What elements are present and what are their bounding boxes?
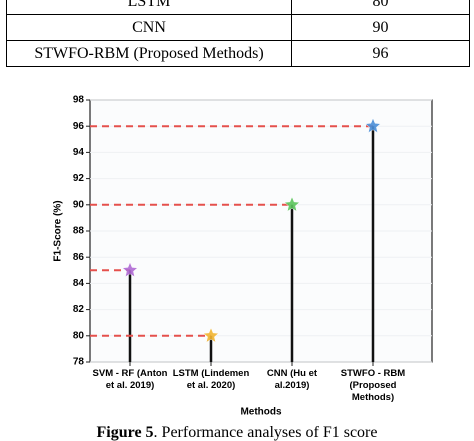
x-tick-label: LSTM (Lindemen et al. 2020) — [172, 368, 250, 391]
x-tick-label: SVM - RF (Anton et al. 2019) — [92, 368, 168, 391]
caption-text: . Performance analyses of F1 score — [153, 424, 378, 441]
y-tick-label: 96 — [73, 121, 85, 132]
x-tick-label: STWFO - RBM (Proposed Methods) — [340, 368, 406, 403]
y-tick-label: 98 — [73, 95, 85, 106]
y-tick-label: 80 — [73, 330, 85, 341]
cell: STWFO-RBM (Proposed Methods) — [6, 40, 292, 67]
star-marker — [121, 261, 139, 278]
star-marker — [283, 196, 301, 212]
y-tick-label: 82 — [73, 304, 85, 315]
table-row: STWFO-RBM (Proposed Methods) 96 — [6, 40, 470, 67]
table-row: CNN 90 — [6, 14, 470, 41]
cell: 96 — [291, 40, 470, 67]
y-tick-label: 94 — [73, 147, 85, 158]
star-marker — [202, 327, 220, 343]
y-axis-title: F1-Score (%) — [53, 200, 64, 261]
results-table: LSTM 80 CNN 90 STWFO-RBM (Proposed Methods… — [6, 0, 470, 67]
caption-label: Figure 5 — [96, 424, 154, 441]
y-tick-label: 90 — [73, 199, 85, 210]
cell: CNN — [6, 14, 292, 41]
y-tick-label: 78 — [73, 357, 85, 368]
y-tick-label: 92 — [73, 173, 85, 184]
table-row: LSTM 80 — [6, 0, 470, 15]
y-tick-label: 84 — [73, 278, 85, 289]
x-tick-label: CNN (Hu et al.2019) — [266, 368, 318, 391]
y-tick-label: 88 — [73, 226, 85, 237]
x-axis-title: Methods — [240, 407, 282, 418]
y-tick-label: 86 — [73, 252, 85, 263]
figure-caption: Figure 5. Performance analyses of F1 sco… — [0, 424, 474, 441]
star-marker — [364, 117, 382, 134]
